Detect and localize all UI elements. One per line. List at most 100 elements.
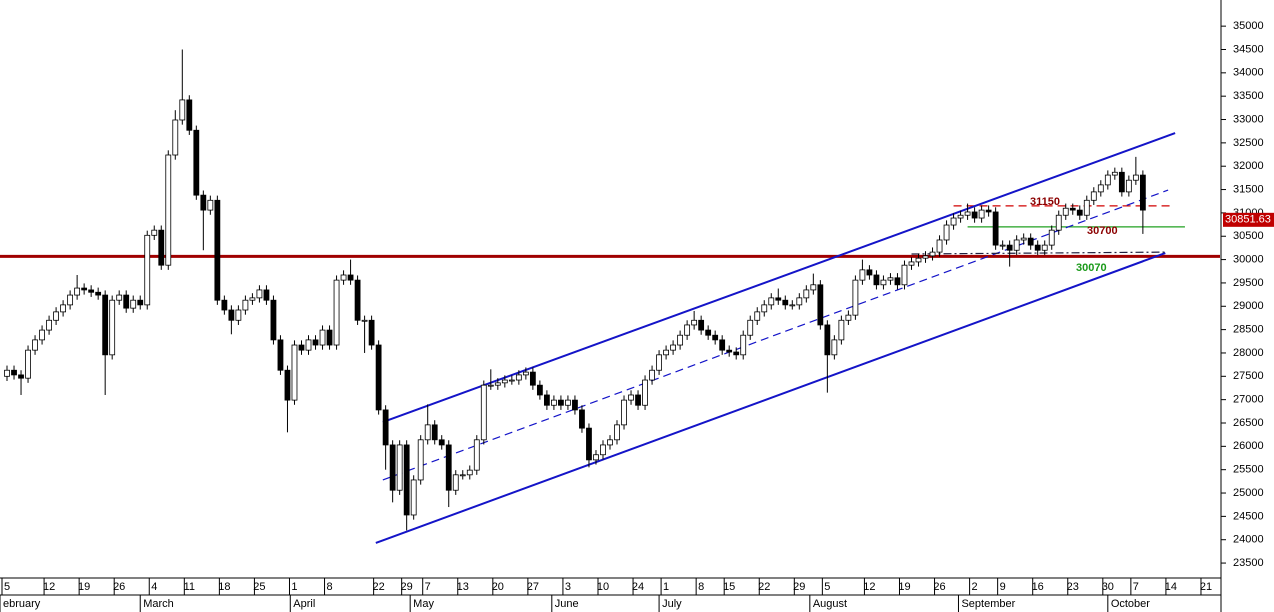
month-label: ebruary — [3, 598, 41, 610]
x-tick-label: 14 — [1165, 581, 1177, 593]
candle-body — [635, 394, 641, 406]
candle-body — [719, 339, 726, 351]
month-label: July — [662, 598, 682, 610]
candle-body — [277, 339, 284, 371]
candle-body — [270, 299, 277, 341]
trend-line — [382, 132, 1176, 424]
x-tick-label: 22 — [372, 581, 384, 593]
y-tick-label: 25000 — [1233, 487, 1264, 499]
candle-body — [536, 384, 543, 396]
candle-body — [712, 334, 719, 341]
candle-body — [25, 349, 31, 379]
candle-body — [445, 444, 452, 491]
candle-body — [319, 329, 326, 346]
candle-body — [1076, 209, 1083, 216]
candle-body — [901, 264, 908, 286]
candle-body — [116, 294, 123, 301]
y-tick-label: 31500 — [1233, 183, 1264, 195]
trend-line — [382, 189, 1169, 481]
candle-body — [396, 444, 403, 491]
month-label: August — [813, 598, 847, 610]
x-tick-label: 19 — [898, 581, 910, 593]
candle-body — [501, 379, 508, 384]
candle-body — [621, 399, 627, 426]
candle-body — [186, 99, 193, 131]
candle-body — [691, 319, 698, 326]
x-tick-label: 10 — [597, 581, 609, 593]
y-tick-label: 33500 — [1233, 90, 1264, 102]
candle-body — [586, 427, 592, 461]
candle-body — [915, 257, 922, 263]
month-label: June — [555, 598, 579, 610]
candle-body — [761, 304, 768, 313]
x-tick-label: 9 — [1000, 581, 1006, 593]
y-tick-label: 27500 — [1233, 370, 1264, 382]
trend-line — [375, 252, 1166, 544]
candle-body — [424, 424, 431, 441]
x-tick-label: 7 — [425, 581, 431, 593]
candle-body — [214, 199, 221, 301]
candle-body — [817, 284, 824, 326]
candle-body — [39, 329, 45, 341]
x-tick-label: 2 — [972, 581, 978, 593]
candle-body — [11, 369, 17, 376]
candle-body — [361, 319, 368, 322]
candle-body — [95, 291, 102, 296]
candle-body — [936, 239, 943, 253]
candle-body — [228, 309, 235, 321]
candle-body — [628, 394, 634, 401]
candle-body — [852, 279, 859, 316]
x-tick-label: 5 — [824, 581, 830, 593]
candle-body — [60, 304, 67, 313]
candle-body — [985, 209, 992, 213]
month-label: May — [413, 598, 434, 610]
last-price-label: 30851.63 — [1225, 214, 1271, 226]
y-tick-label: 29000 — [1233, 300, 1264, 312]
candle-body — [263, 289, 270, 301]
candle-body — [284, 369, 291, 401]
x-tick-label: 22 — [758, 581, 770, 593]
candle-body — [978, 209, 985, 219]
x-tick-label: 3 — [565, 581, 571, 593]
candle-body — [579, 409, 585, 429]
x-tick-label: 4 — [151, 581, 157, 593]
candle-body — [593, 454, 599, 461]
candle-body — [677, 334, 684, 346]
month-label: April — [293, 598, 315, 610]
x-tick-label: 13 — [457, 581, 469, 593]
y-tick-label: 26000 — [1233, 440, 1264, 452]
candle-body — [838, 319, 845, 341]
level-label: 30700 — [1087, 225, 1118, 237]
candle-body — [922, 255, 929, 259]
trend-line — [911, 251, 1166, 255]
candle-body — [333, 279, 340, 346]
x-tick-label: 24 — [632, 581, 644, 593]
candle-body — [1090, 191, 1097, 201]
candle-body — [810, 284, 817, 291]
candle-body — [256, 289, 263, 299]
x-tick-label: 1 — [663, 581, 669, 593]
candle-body — [382, 409, 389, 446]
candle-body — [312, 339, 319, 346]
candle-body — [768, 297, 775, 306]
x-tick-label: 5 — [4, 581, 10, 593]
candle-body — [403, 444, 410, 516]
candle-body — [551, 399, 557, 406]
candle-body — [515, 374, 522, 381]
candle-body — [831, 339, 838, 356]
candle-body — [614, 424, 620, 441]
candle-body — [235, 309, 242, 321]
candle-body — [1034, 244, 1041, 251]
level-label: 31150 — [1030, 196, 1060, 208]
x-tick-label: 18 — [218, 581, 230, 593]
y-tick-label: 30500 — [1233, 230, 1264, 242]
candle-body — [670, 344, 677, 351]
candle-body — [354, 279, 361, 321]
candle-body — [543, 394, 550, 406]
candle-body — [789, 304, 796, 307]
candle-body — [1083, 199, 1090, 216]
candle-body — [824, 324, 831, 356]
candle-body — [494, 382, 501, 386]
candle-body — [326, 329, 333, 346]
candle-body — [957, 214, 964, 219]
